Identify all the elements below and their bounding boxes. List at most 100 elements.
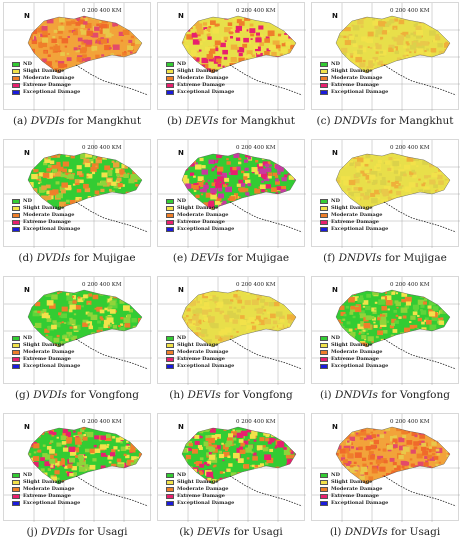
damage-patch	[61, 38, 69, 44]
legend-label: Extreme Damage	[23, 356, 71, 362]
damage-patch	[54, 322, 61, 328]
damage-patch	[277, 60, 284, 66]
damage-patch	[281, 57, 285, 60]
damage-patch	[126, 331, 132, 336]
damage-patch	[222, 336, 230, 342]
legend-label: Exceptional Damage	[177, 500, 235, 506]
damage-patch	[362, 329, 366, 333]
damage-patch	[199, 157, 204, 162]
damage-patch	[394, 474, 399, 478]
damage-patch	[61, 458, 65, 461]
damage-patch	[233, 153, 240, 158]
damage-patch	[133, 60, 137, 63]
caption-index: DNDVIs	[333, 115, 377, 127]
damage-patch	[272, 40, 280, 47]
damage-patch	[246, 68, 251, 72]
damage-patch	[136, 158, 139, 160]
damage-patch	[99, 20, 104, 24]
damage-patch	[254, 329, 262, 336]
scale-bar: 0 200 400 KM	[236, 8, 276, 14]
scale-bar: 0 200 400 KM	[236, 419, 276, 425]
damage-patch	[366, 293, 372, 298]
legend-swatch	[166, 62, 174, 67]
damage-patch	[370, 316, 375, 320]
damage-patch	[110, 167, 113, 170]
damage-patch	[434, 64, 440, 68]
damage-patch	[214, 165, 218, 168]
damage-patch	[441, 474, 448, 480]
damage-patch	[222, 200, 227, 205]
damage-patch	[378, 26, 384, 31]
damage-patch	[190, 155, 195, 160]
map-graphic	[312, 3, 460, 111]
damage-patch	[214, 201, 220, 205]
damage-patch	[401, 428, 408, 435]
damage-patch	[53, 475, 57, 478]
map-graphic	[158, 414, 306, 522]
damage-patch	[57, 166, 64, 172]
damage-patch	[268, 301, 275, 307]
damage-patch	[137, 478, 142, 484]
damage-patch	[208, 443, 212, 447]
damage-patch	[43, 161, 48, 166]
damage-patch	[281, 156, 285, 159]
damage-patch	[259, 348, 264, 352]
damage-patch	[254, 320, 260, 325]
damage-patch	[79, 67, 85, 72]
damage-patch	[199, 188, 204, 193]
caption-index: DEVIs	[190, 252, 224, 264]
legend-swatch	[12, 473, 20, 478]
damage-patch	[35, 23, 39, 26]
damage-patch	[117, 342, 125, 347]
damage-patch	[402, 54, 406, 58]
damage-patch	[97, 341, 102, 345]
damage-patch	[390, 334, 394, 338]
damage-patch	[103, 474, 110, 480]
damage-patch	[105, 70, 109, 73]
damage-patch	[337, 34, 342, 39]
damage-patch	[34, 301, 41, 307]
damage-patch	[270, 211, 273, 213]
damage-patch	[271, 51, 277, 57]
damage-patch	[258, 319, 265, 326]
legend-label: ND	[331, 472, 340, 478]
damage-patch	[103, 319, 110, 325]
damage-patch	[355, 447, 360, 451]
damage-patch	[287, 338, 291, 342]
damage-patch	[382, 475, 386, 478]
damage-patch	[224, 40, 227, 42]
damage-patch	[62, 464, 65, 467]
damage-patch	[80, 428, 85, 433]
damage-patch	[395, 176, 402, 182]
damage-patch	[423, 193, 430, 199]
damage-patch	[87, 478, 94, 484]
damage-patch	[446, 465, 450, 470]
damage-patch	[363, 206, 368, 210]
damage-patch	[262, 175, 267, 179]
damage-patch	[256, 294, 259, 297]
damage-patch	[427, 483, 433, 484]
damage-patch	[403, 173, 407, 177]
damage-patch	[347, 453, 354, 459]
damage-patch	[140, 439, 142, 446]
damage-patch	[212, 28, 219, 34]
damage-patch	[377, 464, 380, 466]
caption-index: DVDIs	[36, 252, 71, 264]
damage-patch	[134, 459, 139, 463]
damage-patch	[446, 46, 450, 51]
legend-label: Extreme Damage	[23, 219, 71, 225]
damage-patch	[70, 200, 74, 203]
damage-patch	[233, 294, 238, 298]
damage-patch	[111, 34, 114, 36]
damage-patch	[440, 334, 444, 337]
damage-patch	[280, 207, 283, 210]
damage-patch	[104, 16, 109, 19]
damage-patch	[95, 41, 98, 44]
legend-label: Slight Damage	[177, 342, 219, 348]
damage-patch	[216, 302, 223, 308]
damage-patch	[136, 485, 140, 488]
damage-patch	[275, 49, 279, 53]
damage-patch	[261, 189, 265, 193]
damage-patch	[109, 290, 113, 292]
damage-patch	[109, 297, 113, 301]
